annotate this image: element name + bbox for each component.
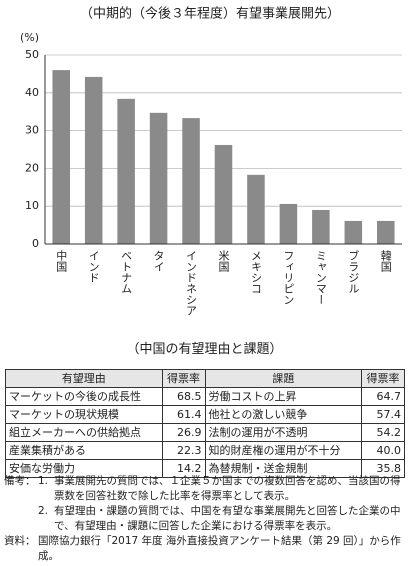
x-tick-label: インドネシア: [185, 250, 198, 316]
bar: [247, 174, 265, 244]
header-cell: 得票率: [361, 369, 405, 388]
x-tick-label: ミャンマー: [314, 250, 327, 305]
bar: [182, 118, 200, 244]
table-cell: マーケットの現状規模: [5, 405, 163, 424]
table-cell: 労働コストの上昇: [204, 387, 362, 406]
bar: [149, 112, 168, 244]
bar: [84, 76, 103, 244]
y-tick-label: 10: [25, 199, 39, 212]
table-cell: 組立メーカーへの供給拠点: [5, 423, 163, 442]
table-cell: 知的財産権の運用が不十分: [204, 441, 362, 460]
table-title: （中国の有望理由と課題）: [126, 342, 283, 357]
table-cell: 安価な労働力: [5, 459, 163, 478]
x-tick-label: 中国: [55, 250, 68, 273]
bar: [312, 209, 330, 244]
note-label: 備考：: [4, 475, 36, 487]
table-row: 組立メーカーへの供給拠点 26.9 法制の運用が不透明 54.2: [5, 423, 405, 442]
note-text: 有望理由・課題の質問では、中国を有望な事業展開先と回答した企業の中で、有望理由・…: [54, 505, 401, 532]
x-tick-label: ブラジル: [347, 249, 360, 294]
header-cell: 得票率: [161, 369, 206, 388]
y-tick-label: 50: [25, 48, 39, 61]
x-tick-label: 韓国: [379, 250, 392, 273]
table-cell: 61.4: [161, 405, 206, 424]
x-tick-label: ベトナム: [120, 250, 133, 294]
bar: [214, 144, 233, 244]
table-cell: 57.4: [361, 405, 405, 424]
chart-title: （中期的（今後３年程度）有望事業展開先）: [80, 6, 340, 22]
x-tick-label: インド: [87, 250, 100, 283]
bar: [344, 220, 363, 244]
notes: 備考： 1. 事業展開先の質問では、１企業５か国までの複数回答を認め、当該国の得票数…: [4, 474, 406, 564]
table-header: 有望理由 得票率 課題 得票率: [5, 369, 405, 388]
source-text: 国際協力銀行「2017 年度 海外直接投資アンケート結果（第 29 回）」から作…: [38, 535, 401, 562]
source-label: 資料：: [4, 535, 36, 547]
table-cell: 14.2: [161, 459, 206, 478]
table-cell: 為替規制・送金規制: [204, 459, 362, 478]
note-num: 1.: [38, 475, 49, 487]
table-cell: 54.2: [361, 423, 405, 442]
bar: [279, 203, 298, 244]
note-num: 2.: [38, 505, 49, 517]
table-row: マーケットの現状規模 61.4 他社との激しい競争 57.4: [5, 405, 405, 424]
y-tick-label: 40: [25, 86, 39, 99]
table-cell: 35.8: [361, 459, 405, 478]
header-cell: 課題: [204, 369, 362, 388]
bar: [377, 220, 395, 244]
table-row: 安価な労働力 14.2 為替規制・送金規制 35.8: [5, 459, 405, 478]
table-body: マーケットの今後の成長性 68.5 労働コストの上昇 64.7 マーケットの現状規模 61…: [5, 387, 405, 478]
x-tick-label: メキシコ: [249, 250, 262, 294]
table-cell: 68.5: [161, 387, 206, 406]
bar: [117, 98, 135, 245]
bar: [52, 70, 70, 245]
table-cell: 法制の運用が不透明: [204, 423, 362, 442]
y-tick-label: 30: [25, 124, 39, 137]
y-axis-label: (%): [20, 31, 39, 44]
table-row: マーケットの今後の成長性 68.5 労働コストの上昇 64.7: [5, 387, 405, 406]
table-cell: 産業集積がある: [5, 441, 163, 460]
header-cell: 有望理由: [5, 369, 163, 388]
x-tick-label: タイ: [152, 250, 165, 272]
x-tick-label: 米国: [217, 250, 230, 273]
table-cell: 他社との激しい競争: [204, 405, 362, 424]
y-tick-label: 0: [32, 237, 39, 250]
table-cell: 22.3: [161, 441, 206, 460]
y-tick-label: 20: [25, 161, 39, 174]
note-text: 事業展開先の質問では、１企業５か国までの複数回答を認め、当該国の得票数を回答社数…: [54, 475, 401, 502]
table-cell: 26.9: [161, 423, 206, 442]
table-cell: 40.0: [361, 441, 405, 460]
table-cell: 64.7: [361, 387, 405, 406]
table-row: 産業集積がある 22.3 知的財産権の運用が不十分 40.0: [5, 441, 405, 460]
table-cell: マーケットの今後の成長性: [5, 387, 163, 406]
x-tick-label: フィリピン: [282, 250, 295, 305]
table: 有望理由 得票率 課題 得票率 マーケットの今後の成長性 68.5 労働コストの上昇 64.…: [5, 369, 405, 478]
